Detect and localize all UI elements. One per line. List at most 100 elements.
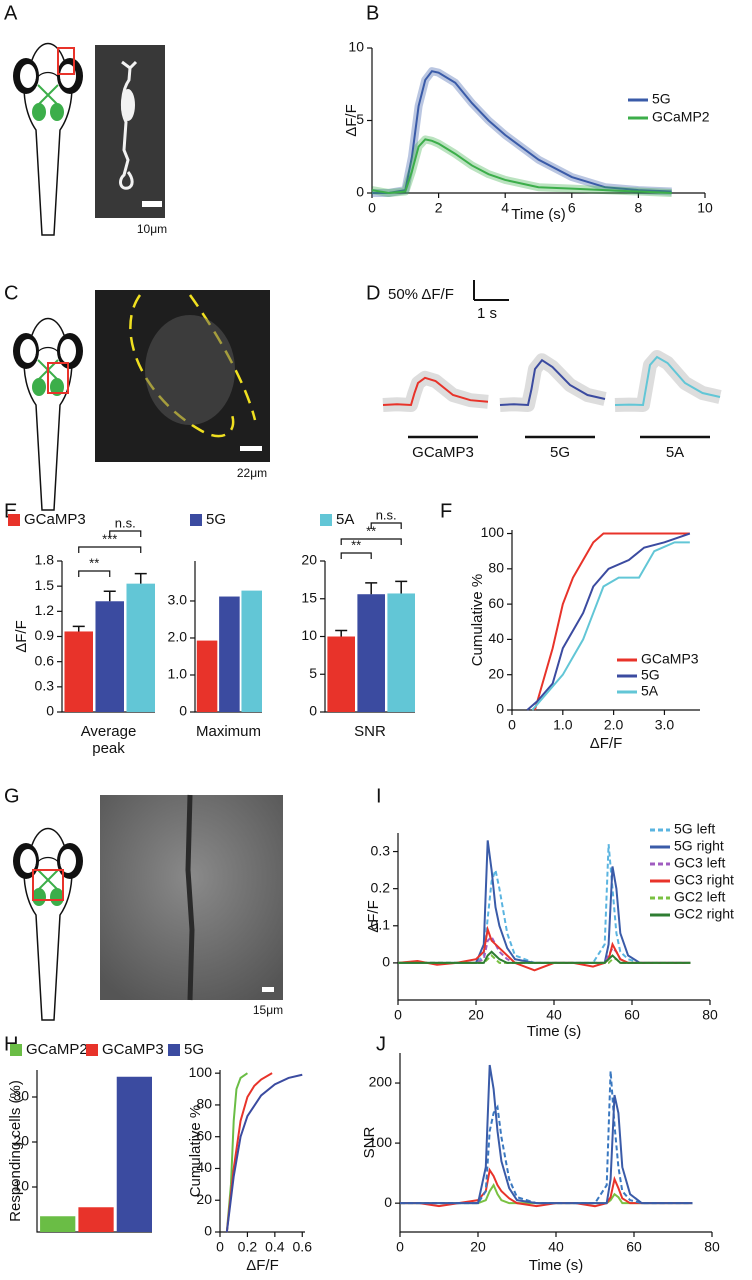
y-tick-label: 15 [301,589,317,605]
y-tick-label: 0.9 [35,627,55,643]
x-tick-label: 80 [702,1007,718,1023]
scale-label: 22μm [237,466,267,480]
y-tick-label: 5 [356,111,364,127]
legend-swatch [10,1044,22,1056]
y-tick-label: 80 [488,560,504,576]
y-tick-label: 10 [301,627,317,643]
data-line [371,138,672,195]
y-tick-label: 200 [369,1074,393,1090]
panel-letter: C [4,282,18,304]
significance-bracket [78,546,142,553]
bar [196,640,218,712]
significance-label: ** [89,555,99,570]
bar [78,1207,114,1232]
x-tick-label: 0 [394,1007,402,1023]
y-tick-label: 60 [196,1127,212,1143]
legend-label: GC3 right [674,872,734,888]
x-tick-label: 2 [435,200,443,216]
x-tick-label: 0.4 [265,1239,285,1255]
x-tick-label: 0 [508,717,516,733]
significance-bracket [78,570,111,577]
data-line [400,1183,693,1205]
significance-label: n.s. [115,515,136,530]
y-tick-label: 1.0 [168,666,188,682]
legend-label: 5G [641,667,660,683]
scale-label: 15μm [253,1003,283,1017]
x-tick-label: 1.0 [553,717,573,733]
data-line [398,935,691,964]
error-bar [335,629,348,637]
y-tick-label: 0.1 [371,916,391,932]
region-box [32,869,64,901]
x-axis-label: Average peak [81,723,137,757]
bar [116,1076,152,1232]
group-label: 5G [550,444,570,461]
fish-schematic [12,317,84,511]
x-tick-label: 0.2 [238,1239,258,1255]
bar [241,590,262,712]
y-axis-label: Responding cells (%) [7,1080,24,1222]
bar [95,601,124,712]
legend-swatch [190,514,202,526]
y-tick-label: 100 [369,1134,393,1150]
bar [126,583,155,712]
y-tick-label: 20 [301,552,317,568]
region-box [47,362,69,394]
y-tick-label: 0 [384,1194,392,1210]
significance-label: n.s. [376,507,397,522]
x-tick-label: 40 [546,1007,562,1023]
data-line [225,1073,303,1233]
x-tick-label: 3.0 [655,717,675,733]
legend-label: GCaMP3 [641,651,699,667]
y-tick-label: 2.0 [168,629,188,645]
data-line [526,532,691,711]
y-tick-label: 80 [196,1096,212,1112]
legend-label: GC2 right [674,906,734,922]
legend-label: GC3 left [674,855,725,871]
x-tick-label: 40 [548,1239,564,1255]
error-band [372,67,672,197]
group-label: 5A [666,444,684,461]
scale-bar [262,987,274,992]
data-line [400,1064,693,1205]
y-axis-label: ΔF/F [365,900,382,933]
significance-bracket [340,552,372,559]
y-tick-label: 40 [196,1159,212,1175]
legend-label: GCaMP2 [652,109,710,125]
legend-label: GC2 left [674,889,725,905]
x-axis-label: ΔF/F [590,735,623,752]
y-tick-label: 10 [348,39,364,55]
panel-letter: B [366,2,379,24]
y-tick-label: 0.2 [371,879,391,895]
x-tick-label: 8 [635,200,643,216]
y-tick-label: 0 [496,701,504,717]
panel-letter: G [4,785,20,807]
significance-bracket [340,538,402,545]
y-tick-label: 60 [488,595,504,611]
y-tick-label: 20 [196,1191,212,1207]
panel-letter: F [440,500,452,522]
x-axis-label: Time (s) [511,206,565,223]
significance-bracket [109,530,142,537]
error-bar [103,590,116,602]
significance-bracket [370,522,402,529]
error-bar [365,582,378,595]
x-tick-label: 6 [568,200,576,216]
y-tick-label: 10 [13,1178,29,1194]
y-tick-label: 0.3 [371,842,391,858]
scale-label: 10μm [137,222,167,236]
data-line [533,532,690,711]
x-tick-label: 20 [470,1239,486,1255]
x-tick-label: 0 [368,200,376,216]
significance-label: ** [351,537,361,552]
data-line [400,1167,693,1208]
bar [387,593,415,712]
y-tick-label: 1.5 [35,577,55,593]
legend-swatch [168,1044,180,1056]
legend-label: GCaMP3 [24,511,86,528]
error-bar [134,572,147,584]
fish-schematic [12,827,84,1021]
x-tick-label: 60 [624,1007,640,1023]
significance-label: ** [366,523,376,538]
data-line [372,70,672,194]
